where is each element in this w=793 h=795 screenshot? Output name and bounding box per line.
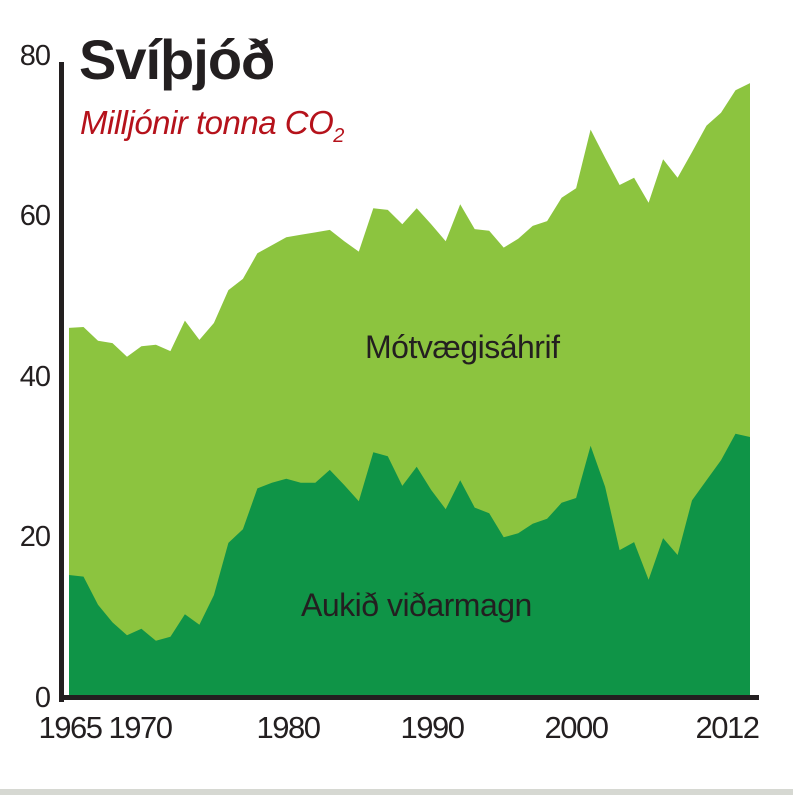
x-tick-1965: 1965 (38, 710, 103, 745)
chart-subtitle: Milljónir tonna CO2 (80, 106, 344, 146)
area-aukid-vidarmagn (69, 433, 750, 697)
y-tick-20: 20 (19, 521, 51, 553)
y-tick-80: 80 (19, 40, 51, 72)
subtitle-unit: Milljónir tonna CO (80, 104, 334, 141)
x-tick-1980: 1980 (256, 710, 321, 745)
x-tick-1970: 1970 (108, 710, 173, 745)
y-tick-0: 0 (34, 682, 51, 714)
x-tick-2012: 2012 (695, 710, 760, 745)
subtitle-subscript: 2 (333, 125, 344, 147)
x-tick-1990: 1990 (400, 710, 465, 745)
x-tick-2000: 2000 (544, 710, 609, 745)
chart-title: Svíþjóð (79, 28, 275, 91)
x-axis-line (59, 695, 759, 700)
label-aukid-vidarmagn: Aukið viðarmagn (301, 587, 532, 623)
label-motvaegisahrif: Mótvægisáhrif (365, 329, 560, 365)
y-axis-line (59, 62, 64, 702)
y-tick-40: 40 (19, 361, 51, 393)
bottom-divider (0, 789, 793, 795)
y-tick-60: 60 (19, 200, 51, 232)
